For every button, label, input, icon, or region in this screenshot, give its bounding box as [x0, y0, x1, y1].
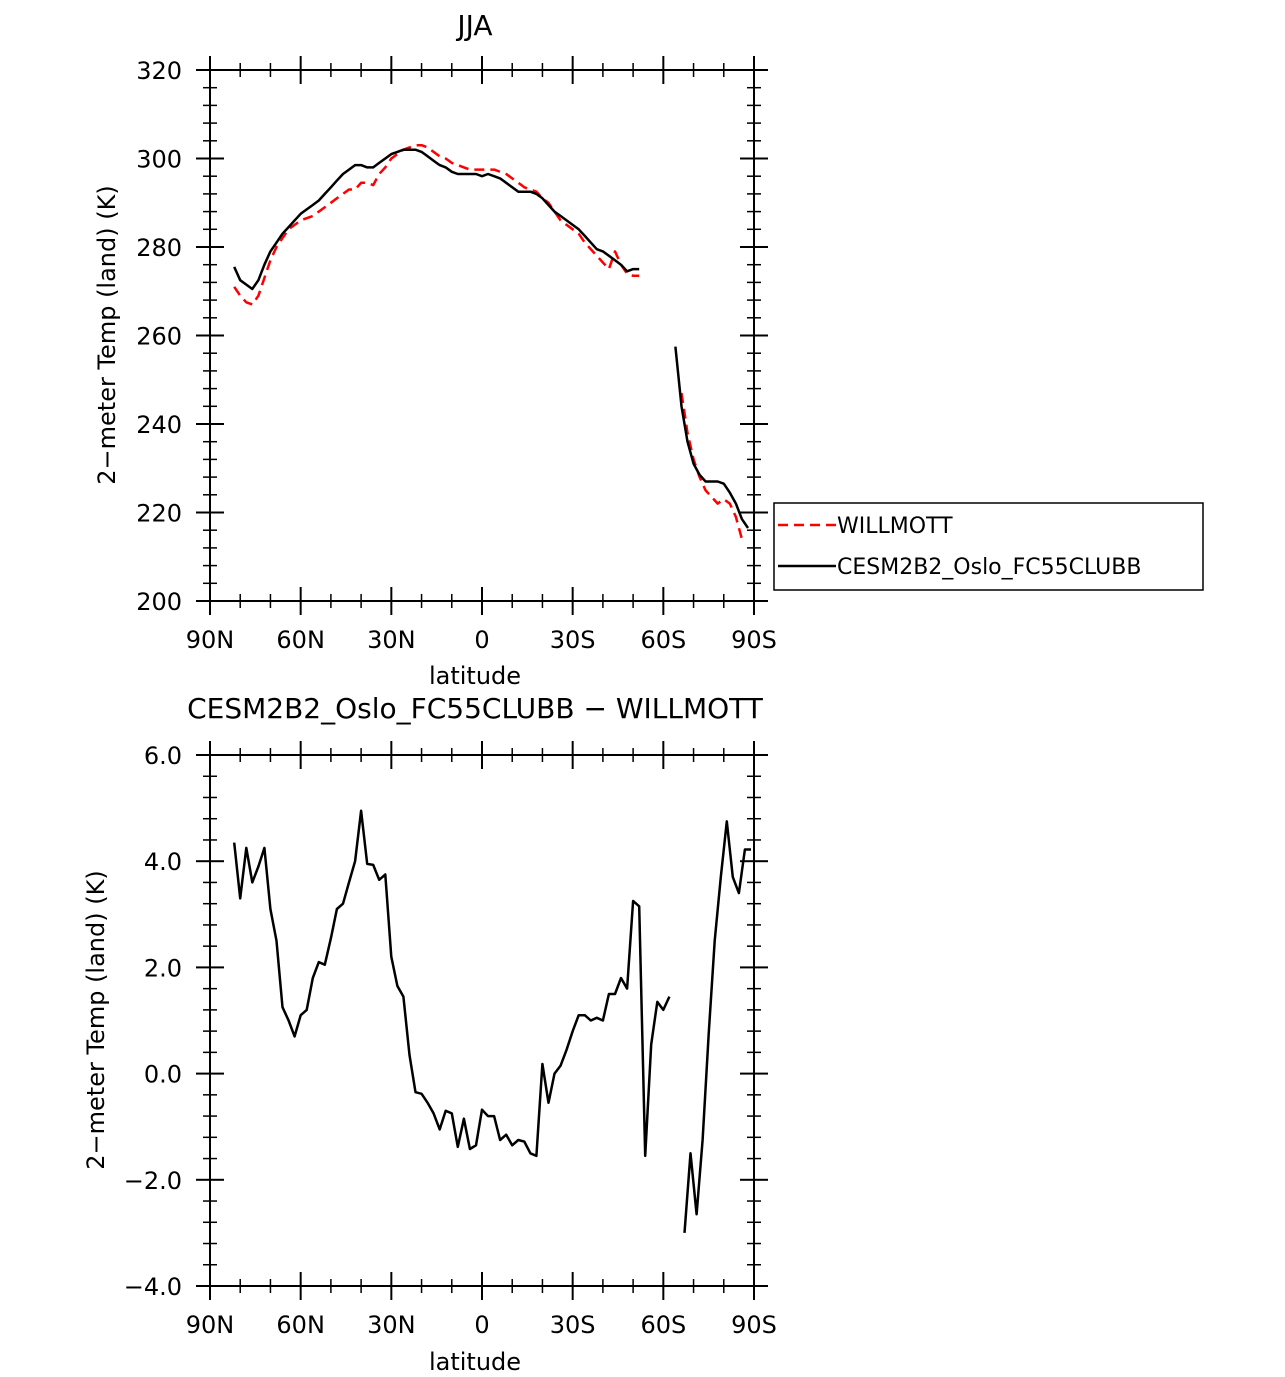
top-x-tick-label: 90S [731, 626, 777, 654]
top-y-tick-label: 280 [136, 234, 182, 262]
top-y-tick-label: 260 [136, 323, 182, 351]
top-series-group [233, 143, 750, 540]
bottom-panel: CESM2B2_Oslo_FC55CLUBB − WILLMOTT 90N 60N… [82, 692, 777, 1376]
top-axis-ticks: 90N 60N 30N 0 30S 60S 90S 200 220 240 260 280 300 320 [136, 56, 777, 654]
bottom-y-tick-label: 2.0 [144, 954, 182, 982]
legend: WILLMOTT CESM2B2_Oslo_FC55CLUBB [773, 502, 1204, 591]
top-series-line-willmott [680, 392, 744, 540]
bottom-x-tick-label: 0 [474, 1311, 489, 1339]
top-panel: JJA 90N 60N 30N 0 30S 60S 90S 200 220 240 260 280 30… [93, 9, 777, 690]
bottom-series-line-difference [683, 820, 751, 1233]
bottom-chart-title: CESM2B2_Oslo_FC55CLUBB − WILLMOTT [187, 692, 764, 725]
top-y-tick-label: 300 [136, 146, 182, 174]
top-x-tick-label: 30N [367, 626, 416, 654]
bottom-y-tick-label: −2.0 [124, 1167, 182, 1195]
top-y-axis-title: 2−meter Temp (land) (K) [93, 185, 121, 484]
bottom-x-axis-title: latitude [429, 1348, 521, 1376]
bottom-plot-frame [209, 754, 755, 1287]
top-y-tick-label: 320 [136, 57, 182, 85]
legend-label-cesm: CESM2B2_Oslo_FC55CLUBB [837, 555, 1141, 580]
top-x-tick-label: 90N [186, 626, 235, 654]
top-x-tick-label: 60S [640, 626, 686, 654]
bottom-x-tick-label: 60S [640, 1311, 686, 1339]
bottom-y-tick-label: 4.0 [144, 848, 182, 876]
bottom-x-tick-label: 30N [367, 1311, 416, 1339]
bottom-y-tick-label: 6.0 [144, 742, 182, 770]
top-x-tick-label: 60N [276, 626, 325, 654]
legend-box [773, 502, 1204, 591]
bottom-x-tick-label: 30S [550, 1311, 596, 1339]
bottom-y-tick-label: −4.0 [124, 1273, 182, 1301]
bottom-x-tick-label: 60N [276, 1311, 325, 1339]
top-x-tick-label: 0 [474, 626, 489, 654]
top-series-line-willmott [233, 143, 640, 306]
bottom-series-line-difference [232, 809, 671, 1158]
top-plot-frame [209, 69, 755, 602]
top-series-line-cesm2b2-oslo-fc55clubb [233, 148, 640, 291]
top-y-tick-label: 220 [136, 500, 182, 528]
top-chart-title: JJA [455, 9, 492, 42]
bottom-x-tick-label: 90N [186, 1311, 235, 1339]
bottom-y-tick-label: 0.0 [144, 1061, 182, 1089]
top-series-line-cesm2b2-oslo-fc55clubb [674, 346, 750, 529]
top-x-tick-label: 30S [550, 626, 596, 654]
top-x-axis-title: latitude [429, 662, 521, 690]
bottom-x-tick-label: 90S [731, 1311, 777, 1339]
legend-label-willmott: WILLMOTT [837, 514, 953, 539]
bottom-y-axis-title: 2−meter Temp (land) (K) [82, 870, 110, 1169]
top-y-tick-label: 240 [136, 411, 182, 439]
bottom-series-group [232, 809, 751, 1233]
bottom-axis-ticks: 90N 60N 30N 0 30S 60S 90S −4.0 −2.0 0.0 2.0 4.0 6.0 [124, 741, 777, 1339]
top-y-tick-label: 200 [136, 588, 182, 616]
